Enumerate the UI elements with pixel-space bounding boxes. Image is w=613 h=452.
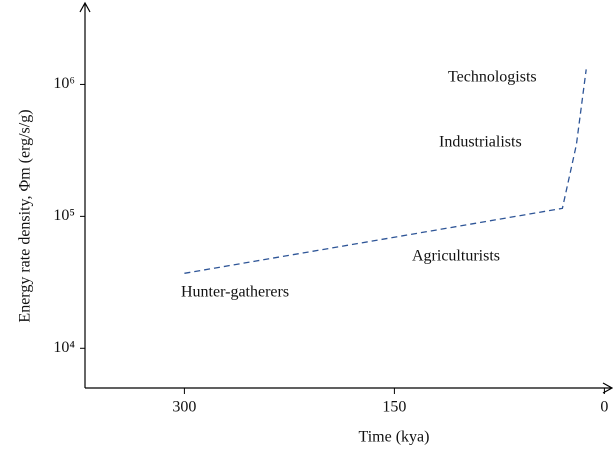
x-axis-label: Time (kya) [359,429,430,446]
y-axis-label: Energy rate density, Φm (erg/s/g) [17,109,34,322]
y-tick-label: 10⁴ [53,339,75,356]
y-axis-arrow [79,1,91,13]
y-tick-label: 10⁶ [53,75,75,92]
annotation: Industrialists [439,134,522,151]
y-tick-label: 10⁵ [53,207,75,224]
data-line [184,69,587,274]
x-tick-label: 150 [382,399,406,416]
annotation: Technologists [448,69,537,86]
annotation: Hunter-gatherers [181,284,289,301]
x-axis-arrow [602,382,613,394]
x-tick-label: 0 [600,399,608,416]
x-tick-label: 300 [172,399,196,416]
annotation: Agriculturists [412,248,500,265]
